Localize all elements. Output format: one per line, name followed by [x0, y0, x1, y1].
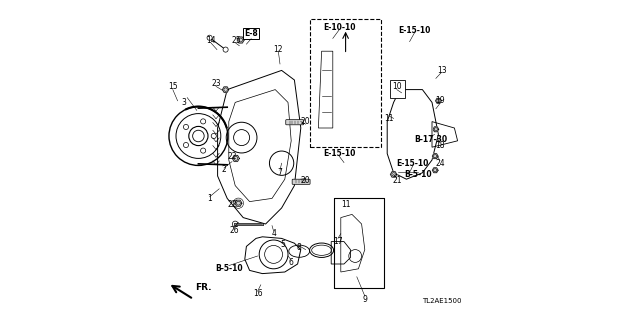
- Text: 24: 24: [435, 159, 445, 168]
- Polygon shape: [237, 37, 244, 43]
- Polygon shape: [390, 172, 397, 177]
- Polygon shape: [433, 168, 438, 173]
- Text: 3: 3: [182, 98, 186, 107]
- Text: 16: 16: [253, 289, 262, 298]
- Text: B-5-10: B-5-10: [404, 170, 431, 179]
- Text: 12: 12: [274, 45, 283, 54]
- Text: 7: 7: [278, 168, 282, 177]
- Text: 22: 22: [227, 152, 237, 161]
- Text: 1: 1: [207, 194, 212, 203]
- Text: E-10-10: E-10-10: [323, 23, 355, 32]
- Polygon shape: [235, 200, 242, 206]
- Text: 23: 23: [211, 79, 221, 88]
- FancyBboxPatch shape: [292, 179, 310, 184]
- Polygon shape: [433, 127, 439, 132]
- Polygon shape: [435, 98, 442, 103]
- Text: 15: 15: [168, 82, 178, 91]
- Text: E-8: E-8: [244, 29, 258, 38]
- Text: 8: 8: [297, 244, 301, 252]
- Text: 9: 9: [362, 295, 367, 304]
- Text: B-17-30: B-17-30: [414, 135, 447, 144]
- Text: 10: 10: [392, 82, 402, 91]
- Text: B-5-10: B-5-10: [215, 264, 243, 273]
- Text: 14: 14: [206, 36, 216, 44]
- Text: 19: 19: [435, 96, 445, 105]
- Text: 21: 21: [392, 176, 401, 185]
- Text: 2: 2: [221, 165, 227, 174]
- Polygon shape: [223, 87, 229, 92]
- Text: 11: 11: [341, 200, 350, 209]
- Text: 20: 20: [301, 117, 310, 126]
- Text: 4: 4: [271, 229, 276, 238]
- Text: E-15-10: E-15-10: [398, 26, 431, 35]
- FancyBboxPatch shape: [285, 120, 304, 125]
- Text: E-15-10: E-15-10: [397, 159, 429, 168]
- Text: 26: 26: [229, 226, 239, 235]
- Text: 5: 5: [281, 240, 285, 249]
- FancyBboxPatch shape: [243, 28, 259, 39]
- Text: 11: 11: [384, 114, 394, 123]
- Polygon shape: [232, 155, 239, 162]
- Text: 22: 22: [227, 200, 237, 209]
- Text: TL2AE1500: TL2AE1500: [422, 299, 461, 304]
- Text: 6: 6: [289, 258, 294, 267]
- Text: E-15-10: E-15-10: [323, 149, 355, 158]
- Bar: [334, 198, 384, 288]
- Bar: [390, 80, 405, 98]
- Text: 20: 20: [301, 176, 310, 185]
- Text: 25: 25: [231, 36, 241, 44]
- Text: 13: 13: [436, 66, 447, 75]
- Text: FR.: FR.: [195, 284, 212, 292]
- Text: 18: 18: [435, 141, 445, 150]
- Polygon shape: [433, 154, 438, 159]
- Text: 17: 17: [333, 237, 343, 246]
- Bar: [310, 19, 381, 147]
